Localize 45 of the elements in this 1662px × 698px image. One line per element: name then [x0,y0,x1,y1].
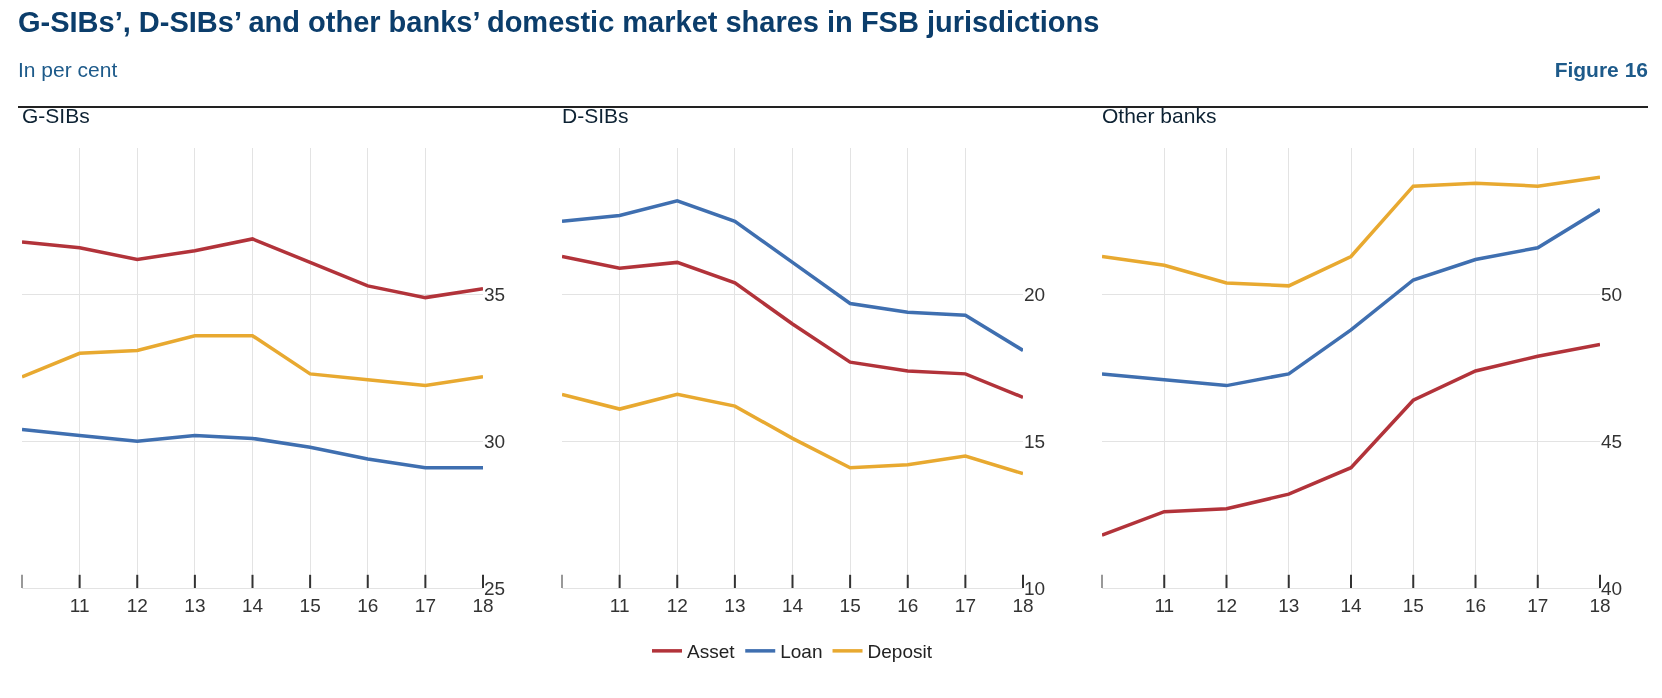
y-tick-label: 35 [484,284,506,306]
y-tick-label: 45 [1601,430,1623,452]
x-tick-label: 14 [781,594,804,616]
line-series [562,199,1023,353]
x-tick-label: 12 [666,594,688,616]
x-tick-label: 15 [839,594,861,616]
x-tick-label: 11 [69,594,90,616]
x-tick-label: 14 [241,594,264,616]
x-tick-label: 17 [414,594,436,616]
x-tick-label: 15 [1402,594,1424,616]
line-series [562,254,1023,400]
chart-title: Other banks [1102,103,1217,127]
text: In per cent [18,58,118,82]
legend-label: Deposit [867,641,933,663]
line-series [22,237,483,300]
x-tick-label: 17 [1527,594,1549,616]
line-series [1102,207,1600,388]
x-tick-label: 17 [954,594,976,616]
y-tick-label: 50 [1601,284,1623,306]
x-tick-label: 12 [1215,594,1238,616]
x-tick-label: 11 [609,594,630,616]
line-series [22,333,483,388]
legend-label: Loan [780,641,823,663]
line-series [1102,342,1600,537]
x-tick-label: 11 [1154,594,1175,616]
text: G-SIBs’, D-SIBs’ and other banks’ domestic market shares in FSB jurisdictions [18,6,1101,39]
chart-title: G-SIBs [22,103,90,127]
x-tick-label: 16 [357,594,379,616]
chart-title: D-SIBs [562,103,629,127]
y-tick-label: 30 [484,430,506,452]
caption: Figure 16 [1554,58,1648,82]
line-series [1102,175,1600,288]
x-tick-label: 13 [184,594,206,616]
x-tick-label: 15 [299,594,321,616]
y-tick-label: 15 [1024,430,1046,452]
x-tick-label: 14 [1340,594,1362,616]
x-tick-label: 13 [1278,594,1300,616]
x-tick-label: 16 [1464,594,1487,616]
line-series [22,427,483,470]
legend-label: Asset [687,641,736,663]
y-tick-label: 20 [1024,284,1046,306]
x-tick-label: 13 [724,594,746,616]
x-tick-label: 16 [897,594,919,616]
line-series [562,392,1023,476]
x-tick-label: 12 [126,594,148,616]
